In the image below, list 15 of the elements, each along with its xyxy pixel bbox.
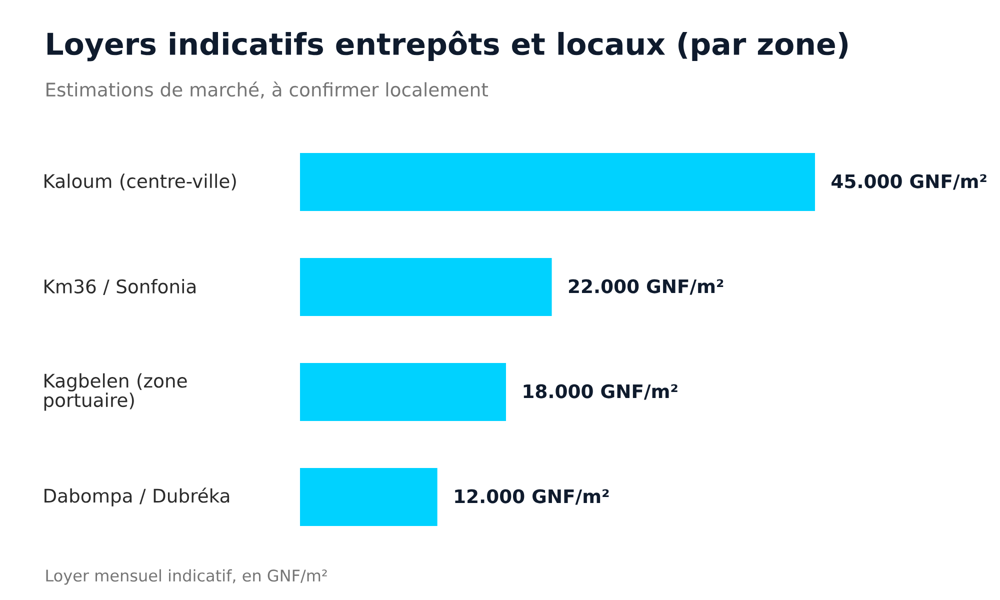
chart-title: Loyers indicatifs entrepôts et locaux (par zone) bbox=[47, 30, 848, 62]
data-label: 18.000 GNF/m² bbox=[524, 384, 678, 400]
bar bbox=[300, 363, 506, 421]
bar bbox=[300, 468, 438, 526]
text: Loyer mensuel indicatif, en GNF/m² bbox=[46, 569, 327, 585]
bar bbox=[300, 258, 552, 316]
y-tick-label: Kagbelen (zone portuaire) bbox=[44, 373, 187, 411]
y-tick-label: Kaloum (centre-ville) bbox=[44, 174, 236, 190]
chart-subtitle: Estimations de marché, à confirmer localement bbox=[46, 81, 488, 99]
data-label: 12.000 GNF/m² bbox=[455, 489, 609, 505]
data-label: 22.000 GNF/m² bbox=[568, 279, 724, 295]
data-label: 45.000 GNF/m² bbox=[832, 174, 986, 190]
y-tick-label: Dabompa / Dubréka bbox=[44, 488, 230, 506]
bar bbox=[300, 153, 815, 211]
y-tick-label: Km36 / Sonfonia bbox=[44, 279, 196, 295]
